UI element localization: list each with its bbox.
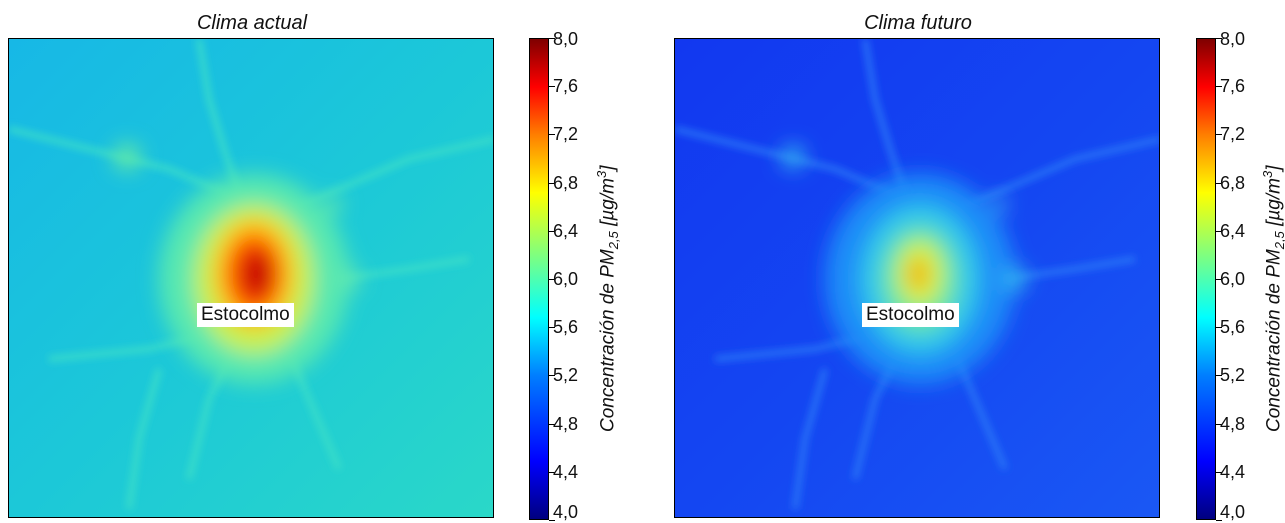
colorbar-tick-mark [549,520,555,521]
colorbar-tick-label: 6,0 [553,269,579,289]
colorbar-tick-label: 6,4 [553,221,579,241]
colorbar-tick-label: 6,0 [1220,269,1246,289]
colorbar-tick-mark [1216,38,1222,39]
colorbar-tick-mark [549,86,555,87]
colorbar-label-close: ] [597,165,619,171]
colorbar-tick-mark [549,424,555,425]
colorbar-current [529,38,549,520]
colorbar-label-unit: [µg/m [597,178,619,232]
colorbar-tick-label: 4,8 [553,414,579,434]
colorbar-future [1196,38,1216,520]
colorbar-tick-label: 6,8 [553,173,579,193]
colorbar-tick-label: 5,2 [1220,365,1246,385]
colorbar-tick-label: 4,4 [553,462,579,482]
colorbar-tick-label: 6,4 [1220,221,1246,241]
colorbar-label-unit: [µg/m [1263,178,1285,232]
colorbar-tick-mark [549,231,555,232]
heatmap-current [8,38,494,518]
colorbar-label-sub: 2,5 [606,231,622,250]
colorbar-tick-label: 8,0 [1220,29,1246,49]
colorbar-tick-mark [549,183,555,184]
pollution-plume [113,143,361,384]
colorbar-tick-mark [1216,327,1222,328]
colorbar-tick-mark [549,472,555,473]
colorbar-tick-mark [1216,231,1222,232]
colorbar-tick-label: 4,0 [553,502,579,522]
heatmap-current-svg [9,39,493,517]
colorbar-tick-label: 5,6 [553,317,579,337]
colorbar-tick-label: 6,8 [1220,173,1246,193]
colorbar-tick-mark [1216,183,1222,184]
colorbar-tick-mark [549,38,555,39]
colorbar-label-prefix: Concentración de PM [1263,249,1285,432]
colorbar-tick-label: 8,0 [553,29,579,49]
colorbar-tick-label: 7,2 [553,124,579,144]
colorbar-tick-mark [1216,424,1222,425]
colorbar-label: Concentración de PM2,5 [µg/m3] [1260,166,1285,433]
colorbar-tick-mark [549,279,555,280]
colorbar-label-prefix: Concentración de PM [597,249,619,432]
panel-title: Clima actual [196,12,308,34]
city-label: Estocolmo [862,303,959,327]
colorbar-tick-label: 7,2 [1220,124,1246,144]
city-label: Estocolmo [197,303,294,327]
colorbar-tick-label: 5,2 [553,365,579,385]
colorbar-tick-mark [1216,375,1222,376]
colorbar-tick-mark [1216,134,1222,135]
panel-title: Clima futuro [864,12,972,34]
colorbar-tick-mark [549,134,555,135]
colorbar-tick-mark [549,327,555,328]
colorbar-tick-mark [1216,520,1222,521]
colorbar-label-close: ] [1263,165,1285,171]
colorbar-tick-mark [1216,472,1222,473]
colorbar-tick-mark [1216,279,1222,280]
heatmap-future-svg [675,39,1159,517]
colorbar-tick-label: 5,6 [1220,317,1246,337]
colorbar-tick-mark [1216,86,1222,87]
colorbar-label-sup: 3 [594,170,609,179]
colorbar-label: Concentración de PM2,5 [µg/m3] [594,166,621,433]
colorbar-tick-label: 7,6 [553,76,579,96]
colorbar-tick-mark [549,375,555,376]
colorbar-tick-label: 7,6 [1220,76,1246,96]
colorbar-label-sup: 3 [1260,170,1275,179]
colorbar-tick-label: 4,8 [1220,414,1246,434]
colorbar-label-sub: 2,5 [1272,231,1285,250]
heatmap-future [674,38,1160,518]
colorbar-tick-label: 4,4 [1220,462,1246,482]
colorbar-tick-label: 4,0 [1220,502,1246,522]
